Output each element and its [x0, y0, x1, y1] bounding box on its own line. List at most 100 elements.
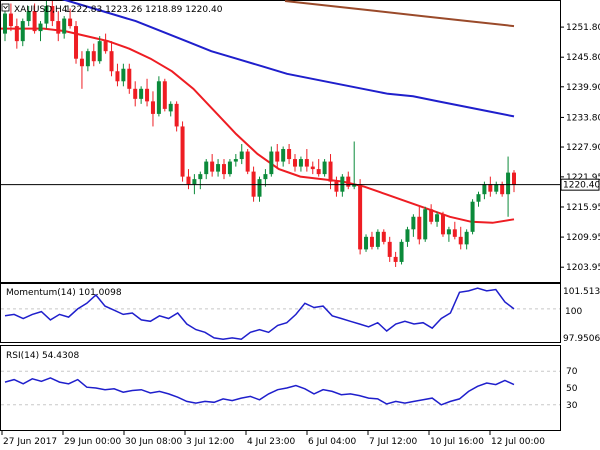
candle-body — [245, 151, 250, 172]
candle-body — [162, 81, 167, 109]
price-tick-label: 1227.90 — [566, 143, 600, 153]
candle-body — [180, 126, 185, 177]
candle-body — [512, 172, 516, 185]
time-tick-label: 3 Jul 12:00 — [186, 437, 235, 447]
candle-body — [464, 231, 469, 245]
candle-body — [429, 209, 434, 222]
candle-body — [281, 149, 286, 162]
candle-body — [375, 231, 380, 247]
candle-body — [115, 71, 120, 82]
time-tick-label: 27 Jun 2017 — [3, 437, 57, 447]
candle-body — [62, 18, 67, 34]
candle-body — [239, 151, 244, 160]
candle-body — [121, 68, 126, 82]
momentum-tick-high: 101.5137 — [563, 287, 600, 297]
candle-body — [32, 11, 37, 32]
price-tick-label: 1215.95 — [566, 203, 600, 213]
candle-body — [340, 176, 345, 192]
candle-body — [275, 151, 280, 162]
candle-body — [257, 179, 262, 197]
candle-body — [156, 81, 161, 114]
momentum-tick-low: 97.9506 — [563, 334, 600, 344]
candle-body — [44, 6, 49, 24]
current-price-label: 1220.40 — [563, 181, 600, 191]
time-tick-label: 30 Jun 08:00 — [125, 437, 182, 447]
ma-mid-line — [61, 0, 515, 118]
candle-body — [435, 214, 440, 222]
candle-body — [85, 51, 90, 67]
candle-body — [470, 201, 475, 232]
candle-body — [446, 229, 451, 235]
candle-body — [251, 171, 256, 197]
candle-body — [405, 229, 410, 242]
candle-body — [233, 159, 238, 162]
moving-averages — [1, 0, 515, 224]
candle-body — [14, 26, 19, 42]
candle-body — [204, 161, 209, 175]
price-tick-label: 1209.95 — [566, 233, 600, 243]
candle-body — [97, 41, 102, 62]
candle-body — [3, 13, 7, 34]
time-tick-label: 10 Jul 16:00 — [430, 437, 484, 447]
candle-body — [494, 184, 499, 192]
candle-body — [298, 159, 303, 167]
rsi-tick-50: 50 — [566, 384, 578, 394]
candle-body — [293, 159, 298, 167]
candle-body — [304, 159, 309, 167]
candle-body — [352, 184, 357, 187]
candle-body — [322, 161, 327, 175]
price-tick-label: 1221.95 — [566, 173, 600, 183]
candle-body — [458, 236, 463, 245]
candle-body — [50, 6, 55, 22]
candle-body — [482, 184, 487, 195]
candle-body — [168, 103, 173, 112]
candle-body — [127, 68, 132, 89]
candle-body — [423, 209, 428, 240]
candle-body — [488, 184, 493, 192]
time-tick-label: 12 Jul 00:00 — [491, 437, 545, 447]
chart-menu-icon[interactable] — [1, 3, 10, 12]
ma-slow-line — [284, 0, 515, 28]
candle-body — [74, 26, 79, 59]
candle-body — [364, 236, 369, 250]
candle-body — [227, 161, 232, 175]
candle-body — [263, 174, 268, 180]
current-price-tag — [560, 178, 600, 191]
candle-body — [26, 11, 31, 22]
candle-body — [328, 161, 333, 182]
candle-body — [198, 174, 203, 180]
ohlc-values: 1222.83 1223.26 1218.89 1220.40 — [65, 5, 223, 15]
triangle-down-icon — [3, 5, 8, 10]
time-tick-label: 29 Jun 00:00 — [64, 437, 121, 447]
ma-fast-line — [1, 27, 515, 224]
candle-body — [316, 169, 321, 175]
candle-body — [139, 88, 144, 99]
candle-body — [216, 164, 221, 172]
symbol-title: XAUUSD,H4 — [14, 5, 68, 15]
candle-body — [381, 231, 386, 242]
price-tick-label: 1239.90 — [566, 83, 600, 93]
price-tick-label: 1203.95 — [566, 263, 600, 273]
price-y-axis: 1251.80 1245.80 1239.90 1233.80 1227.90 1221.… — [560, 23, 600, 273]
candle-body — [20, 21, 25, 42]
candle-body — [310, 166, 315, 170]
candle-body — [210, 161, 215, 172]
candle-body — [68, 18, 73, 27]
candle-body — [150, 101, 155, 114]
candle-body — [56, 21, 61, 34]
price-tick-label: 1233.80 — [566, 113, 600, 123]
candle-body — [38, 23, 43, 32]
candle-body — [440, 214, 445, 235]
candle-body — [500, 184, 505, 195]
price-pane: 1251.80 1245.80 1239.90 1233.80 1227.90 1221.… — [0, 0, 600, 283]
candle-body — [411, 216, 416, 230]
candle-body — [79, 58, 84, 67]
candle-body — [387, 241, 392, 257]
rsi-pane: RSI(14) 54.4308 70 50 30 — [0, 345, 578, 431]
candle-body — [192, 179, 197, 185]
candle-body — [346, 176, 351, 187]
time-tick-label: 4 Jul 23:00 — [247, 437, 296, 447]
candle-body — [476, 194, 481, 202]
time-tick-label: 6 Jul 04:00 — [308, 437, 357, 447]
